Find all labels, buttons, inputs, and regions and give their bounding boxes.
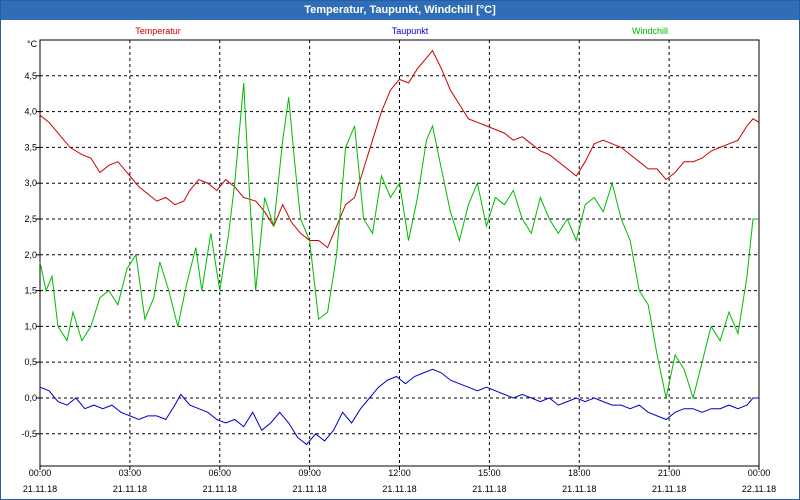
y-tick-label: 2,5 xyxy=(24,214,37,224)
y-tick-label: 1,0 xyxy=(24,321,37,331)
grid-lines xyxy=(36,40,760,470)
y-tick-label: 0,0 xyxy=(24,393,37,403)
series-line-taupunkt xyxy=(39,368,759,446)
y-tick-label: 1,5 xyxy=(24,286,37,296)
x-tick-date: 21.11.18 xyxy=(472,484,506,494)
x-tick-time: 09:00 xyxy=(298,468,321,478)
y-tick-label: 0,5 xyxy=(24,357,37,367)
legend-entry-taupunkt: Taupunkt xyxy=(392,26,429,36)
plot-area-frame xyxy=(39,39,760,467)
legend-entry-temperatur: Temperatur xyxy=(135,26,181,36)
series-lines xyxy=(39,49,760,446)
series-line-windchill xyxy=(39,82,759,400)
y-unit-label: °C xyxy=(27,39,38,49)
x-tick-date: 21.11.18 xyxy=(292,484,326,494)
y-tick-label: 4,5 xyxy=(24,71,37,81)
x-tick-date: 21.11.18 xyxy=(203,484,237,494)
x-tick-date: 21.11.18 xyxy=(652,484,686,494)
x-tick-time: 06:00 xyxy=(208,468,231,478)
x-tick-time: 03:00 xyxy=(119,468,142,478)
x-tick-time: 12:00 xyxy=(388,468,411,478)
series-line-temperatur xyxy=(39,49,760,249)
x-tick-time: 21:00 xyxy=(658,468,681,478)
x-tick-date: 22.11.18 xyxy=(742,484,776,494)
y-tick-label: 2,0 xyxy=(24,250,37,260)
x-tick-time: 00:00 xyxy=(748,468,771,478)
y-tick-labels: 4,5 4,0 3,5 3,0 2,5 2,0 1,5 1,0 0,5 0,0 -0,5 xyxy=(21,71,37,439)
legend-entry-windchill: Windchill xyxy=(632,26,668,36)
y-tick-label: 4,0 xyxy=(24,107,37,117)
window-title: Temperatur, Taupunkt, Windchill [°C] xyxy=(1,1,799,20)
legend: Temperatur Taupunkt Windchill xyxy=(135,26,668,36)
x-tick-time: 18:00 xyxy=(568,468,591,478)
x-tick-labels: 00:00 21.11.18 03:00 21.11.18 06:00 21.11.18 0… xyxy=(23,468,776,494)
y-tick-label: 3,5 xyxy=(24,142,37,152)
x-tick-time: 00:00 xyxy=(29,468,52,478)
y-tick-label: -0,5 xyxy=(21,429,37,439)
x-tick-date: 21.11.18 xyxy=(562,484,596,494)
x-tick-time: 15:00 xyxy=(478,468,501,478)
x-tick-date: 21.11.18 xyxy=(382,484,416,494)
y-tick-label: 3,0 xyxy=(24,178,37,188)
x-tick-date: 21.11.18 xyxy=(113,484,147,494)
x-tick-date: 21.11.18 xyxy=(23,484,57,494)
